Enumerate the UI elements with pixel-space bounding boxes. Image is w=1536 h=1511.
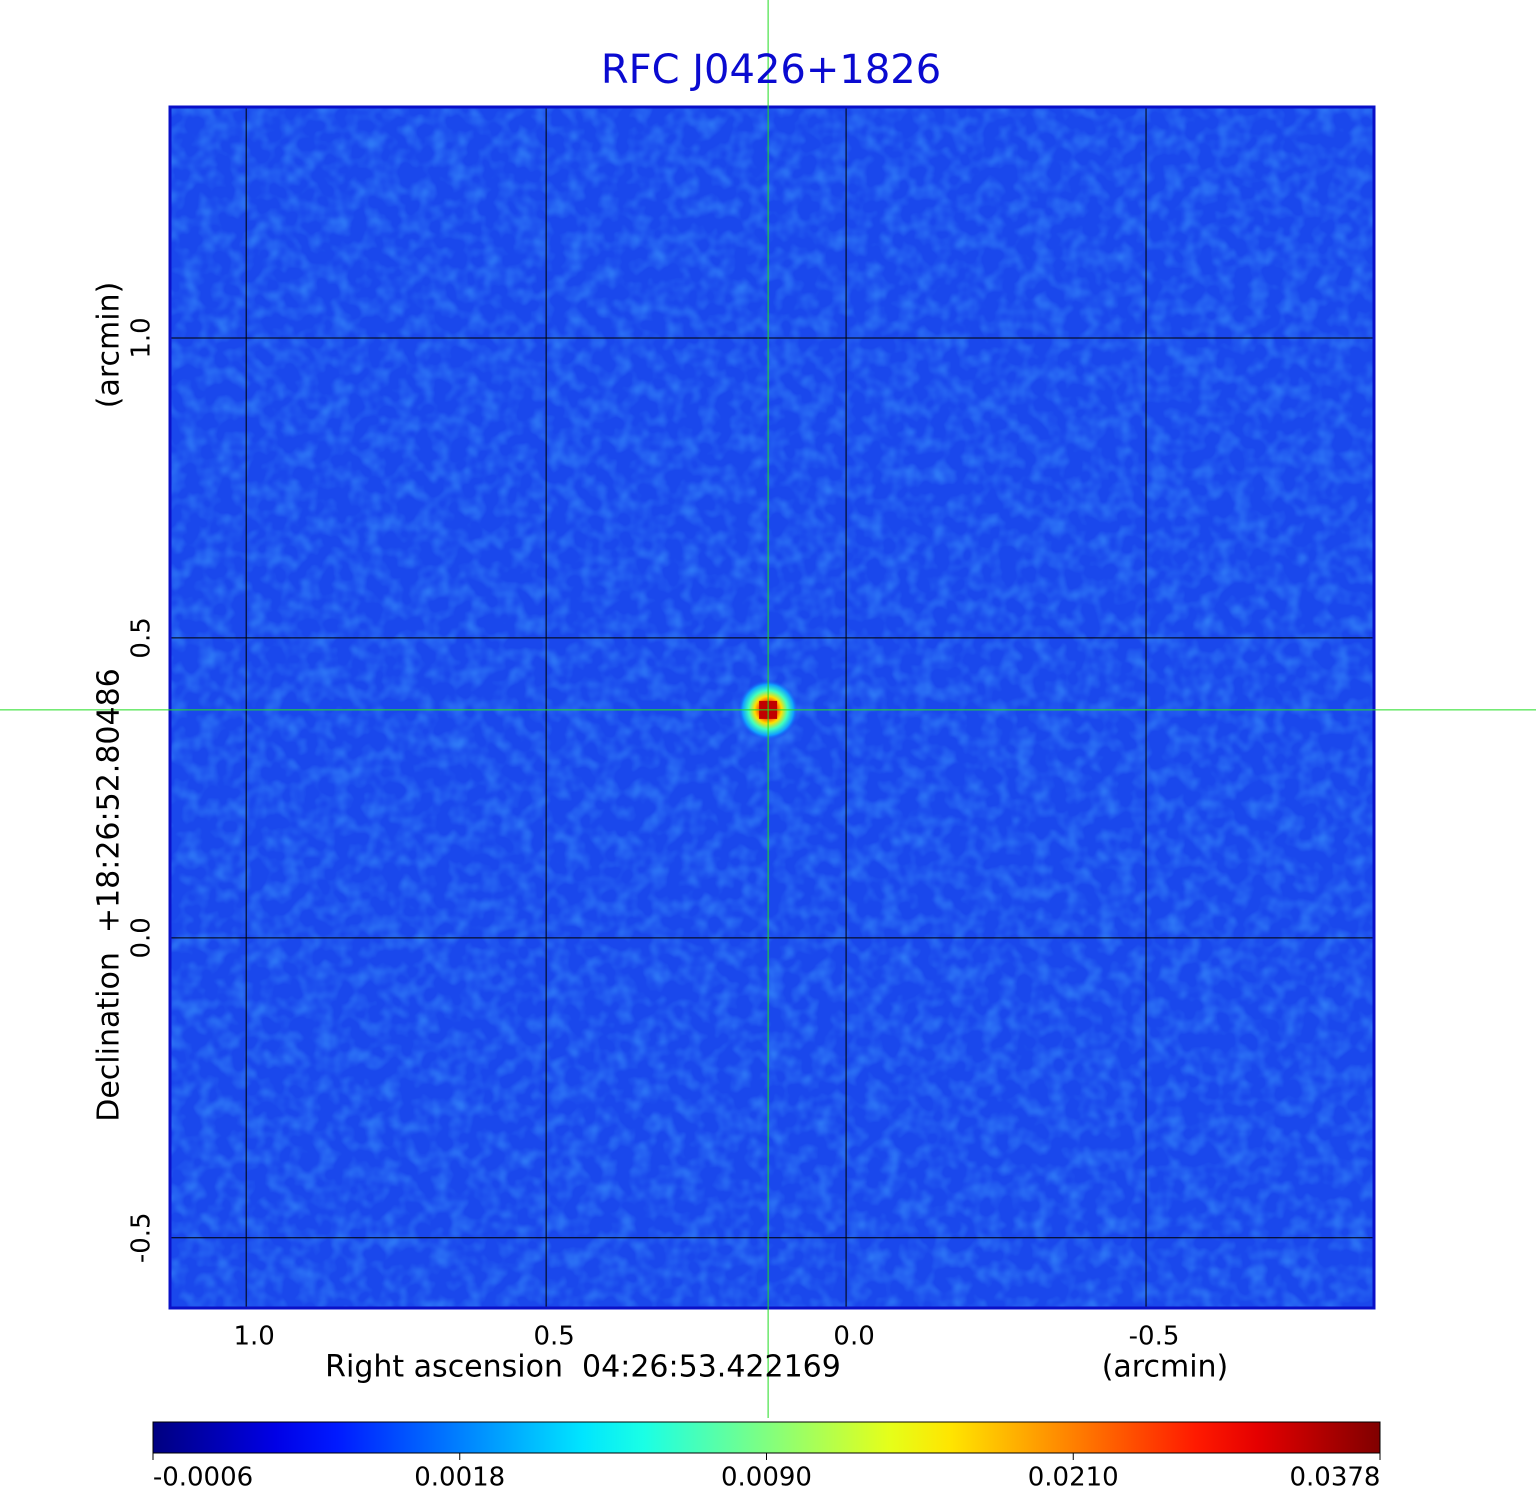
colorbar-tick-label: -0.0006 — [153, 1463, 253, 1493]
y-tick-label: 0.5 — [127, 617, 157, 658]
grid — [170, 107, 1374, 1308]
y-axis-unit: (arcmin) — [92, 282, 127, 409]
x-tick-label: 0.5 — [533, 1322, 574, 1352]
colorbar-tick-label: 0.0018 — [414, 1463, 505, 1493]
plot-frame — [168, 105, 1376, 1310]
overlay — [0, 0, 1536, 1418]
chart-title: RFC J0426+1826 — [601, 47, 941, 93]
y-tick-label: 0.0 — [127, 917, 157, 958]
colorbar-tick-label: 0.0210 — [1028, 1463, 1119, 1493]
y-axis-label: Declination +18:26:52.80486 — [92, 668, 127, 1122]
x-tick-label: 0.0 — [833, 1322, 874, 1352]
x-axis-label: Right ascension 04:26:53.422169 — [325, 1350, 841, 1385]
x-tick-label: 1.0 — [234, 1322, 275, 1352]
y-tick-label: 1.0 — [127, 317, 157, 358]
colorbar-tick-label: 0.0378 — [1290, 1463, 1381, 1493]
x-tick-label: -0.5 — [1129, 1322, 1180, 1352]
colorbar-tick-label: 0.0090 — [721, 1463, 812, 1493]
x-axis-unit: (arcmin) — [1102, 1350, 1229, 1385]
colorbar — [152, 1421, 1381, 1454]
y-tick-label: -0.5 — [127, 1212, 157, 1263]
